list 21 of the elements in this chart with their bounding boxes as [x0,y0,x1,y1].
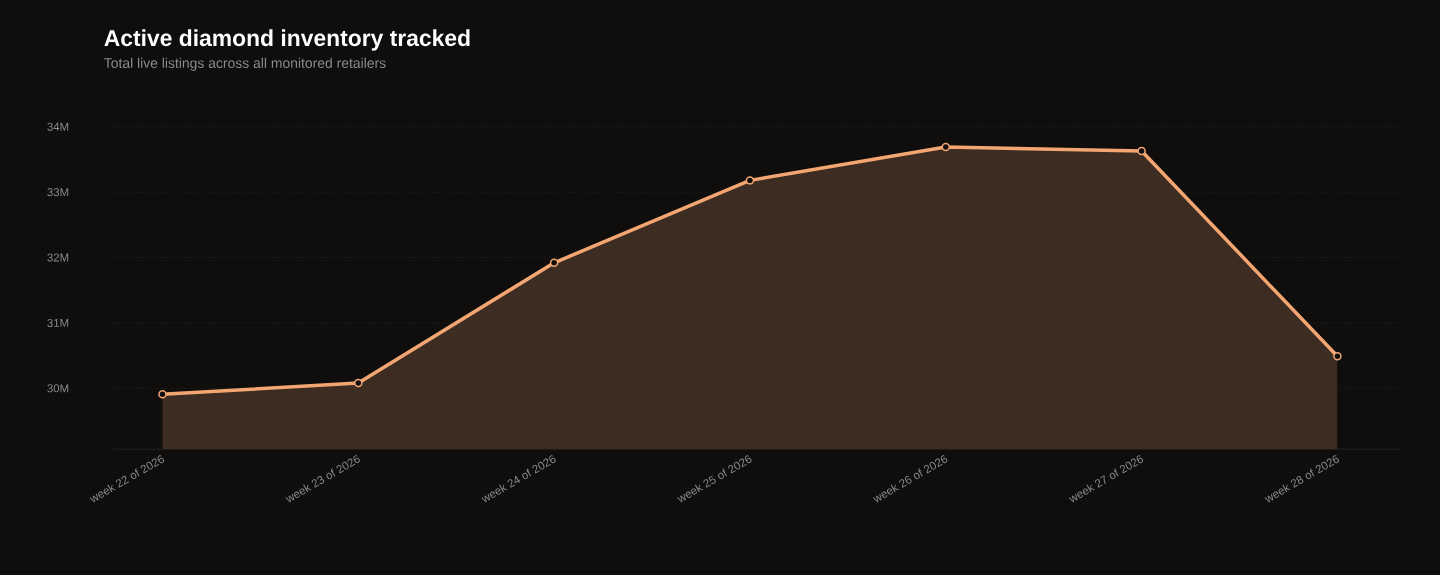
x-tick-label: week 28 of 2026 [1264,455,1339,503]
x-tick-label: week 24 of 2026 [481,455,556,503]
chart-title: Active diamond inventory tracked [104,29,470,51]
point [1333,352,1342,361]
y-tick-label: 33M [47,188,69,197]
chart-subtitle: Total live listings across all monitored retailers [104,57,386,71]
y-tick-label: 31M [47,318,69,328]
x-tick-label: week 25 of 2026 [677,455,752,503]
point [354,378,363,388]
x-tick-label: week 27 of 2026 [1068,455,1144,503]
y-tick-label: 32M [47,253,69,262]
x-tick-label: week 26 of 2026 [872,455,948,503]
x-tick-label: week 22 of 2026 [89,455,165,503]
point [158,390,167,399]
point [549,258,559,268]
point [1137,146,1146,156]
point [941,142,951,152]
y-tick-label: 30M [47,384,69,393]
point [745,176,755,185]
x-tick-label: week 23 of 2026 [285,455,360,503]
y-tick-label: 34M [47,122,69,131]
